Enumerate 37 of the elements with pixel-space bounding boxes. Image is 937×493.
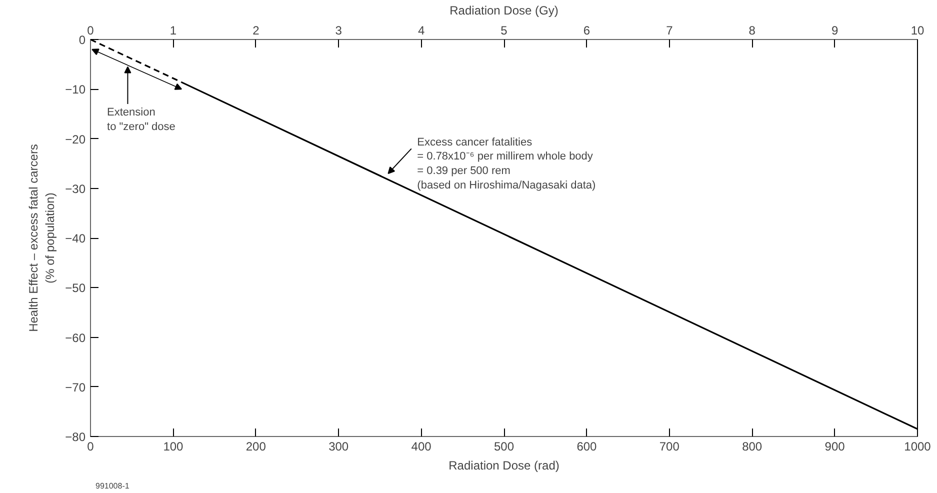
- text: 991008-1: [96, 482, 130, 490]
- annotation: Excess cancer fatalities = 0.78x10⁻⁶ per millirem whole body = 0.39 per 500 rem (based on Hiroshima/Nagasaki data): [417, 136, 596, 192]
- y-tick-label: 0: [78, 33, 86, 47]
- x2-tick-label: 3: [335, 24, 342, 38]
- x-tick-label: 700: [659, 440, 680, 454]
- y-tick-label: −10: [65, 82, 86, 97]
- x2-tick-label: 6: [583, 24, 590, 38]
- x2-tick-label: 2: [252, 24, 260, 38]
- y-tick-label: −30: [65, 182, 86, 196]
- x2-tick-label: 1: [170, 24, 177, 38]
- y-tick-label: −60: [65, 330, 86, 345]
- y-tick-label: −70: [65, 380, 86, 394]
- x-tick-label: 400: [411, 440, 432, 454]
- x-tick-label: 200: [246, 440, 266, 454]
- x2-tick-label: 9: [831, 24, 838, 38]
- x2-tick-label: 0: [87, 24, 94, 38]
- x-tick-label: 600: [576, 440, 598, 454]
- x2-tick-label: 4: [418, 24, 425, 38]
- x-tick-label: 1000: [904, 440, 932, 454]
- x-tick-label: 800: [742, 440, 762, 454]
- y-tick-label: −40: [65, 232, 86, 246]
- annotation: Extension to "zero" dose: [107, 106, 176, 133]
- x2-tick-label: 5: [500, 24, 508, 38]
- y-tick-label: −20: [65, 132, 86, 146]
- y-tick-label: −80: [65, 430, 86, 444]
- x2-axis-title: Radiation Dose (Gy): [450, 4, 558, 18]
- x2-tick-label: 8: [748, 24, 756, 38]
- x-tick-label: 900: [824, 440, 846, 454]
- x-tick-label: 0: [87, 440, 94, 454]
- y-tick-label: −50: [65, 281, 86, 296]
- x2-tick-label: 10: [910, 24, 924, 38]
- x-tick-label: 500: [494, 440, 514, 454]
- x-tick-label: 100: [163, 440, 184, 454]
- x2-tick-label: 7: [666, 24, 674, 38]
- x-axis-title: Radiation Dose (rad): [448, 458, 560, 472]
- y-axis-title: Health Effect – excess fatal carcers (% of population): [26, 144, 58, 332]
- x-tick-label: 300: [328, 440, 349, 454]
